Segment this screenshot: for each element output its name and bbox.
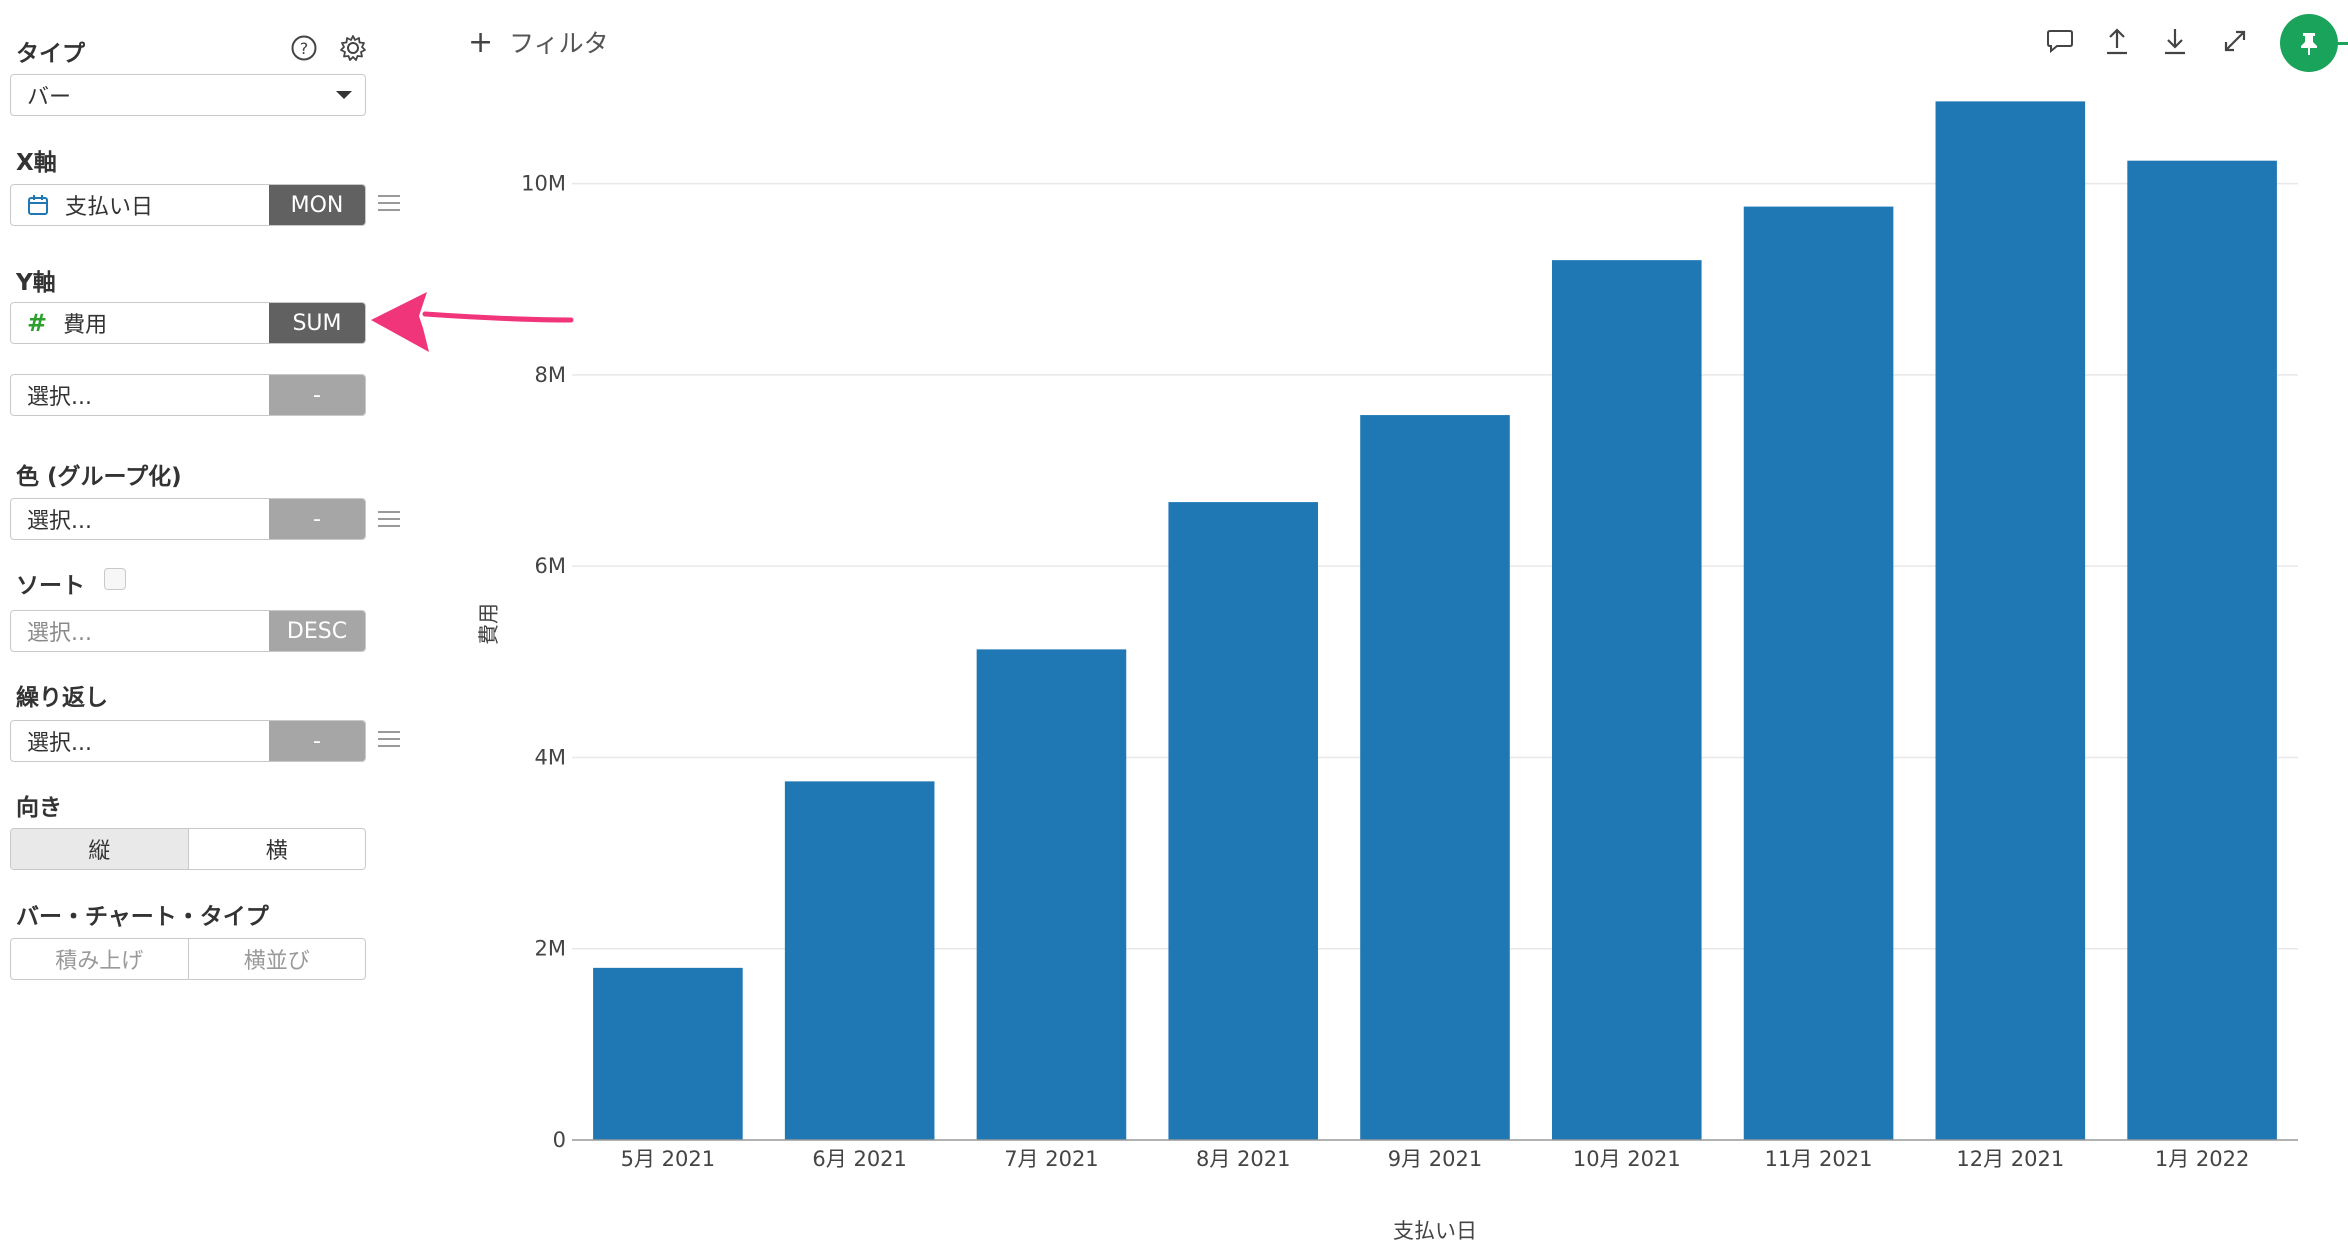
comment-icon[interactable] [2043,24,2077,58]
y-axis-second-placeholder: 選択... [27,385,92,410]
direction-toggle: 縦 横 [10,828,366,870]
pin-button[interactable] [2280,14,2338,72]
sort-placeholder: 選択... [27,621,92,646]
x-axis-agg-button[interactable]: MON [269,185,365,225]
y-axis-second-agg-button[interactable]: - [269,375,365,415]
x-tick-label: 9月 2021 [1388,1147,1482,1171]
sort-field[interactable]: 選択... DESC [10,610,366,652]
pin-icon [2301,33,2317,55]
x-tick-label: 10月 2021 [1573,1147,1681,1171]
bar-type-toggle: 積み上げ 横並び [10,938,366,980]
chart-type-select[interactable]: バー [10,74,366,116]
y-tick-label: 0 [553,1128,566,1152]
sort-agg-button[interactable]: DESC [269,611,365,651]
chevron-down-icon [336,91,352,99]
y-axis-second-field[interactable]: 選択... - [10,374,366,416]
direction-vertical-button[interactable]: 縦 [11,829,188,869]
x-axis-field-inner: 支払い日 [11,185,269,225]
y-axis-label: Y軸 [16,270,56,296]
type-label: タイプ [16,41,85,67]
upload-icon[interactable] [2100,24,2134,58]
y-axis-agg-button[interactable]: SUM [269,303,365,343]
bar [784,781,935,1140]
repeat-label: 繰り返し [16,685,108,711]
bar [1743,206,1894,1140]
y-tick-label: 8M [535,363,566,387]
filter-label: フィルタ [509,29,609,58]
chart-settings-sidebar: タイプ ? バー X軸 支払い日 MON Y軸 # 費用 SUM [0,0,420,1252]
y-axis-field-inner: # 費用 [11,303,269,343]
x-tick-label: 11月 2021 [1765,1147,1873,1171]
x-tick-label: 8月 2021 [1196,1147,1290,1171]
y-tick-label: 2M [535,937,566,961]
expand-icon[interactable] [2218,24,2252,58]
color-placeholder: 選択... [27,509,92,534]
repeat-agg-button[interactable]: - [269,721,365,761]
x-axis-field-name: 支払い日 [65,195,154,220]
calendar-icon [28,195,48,215]
bar-type-grouped-button[interactable]: 横並び [187,939,366,979]
hash-icon: # [27,309,48,337]
svg-text:?: ? [300,39,309,58]
direction-label: 向き [16,795,62,821]
x-tick-label: 1月 2022 [2155,1147,2249,1171]
y-tick-label: 10M [521,172,566,196]
bar [976,649,1127,1140]
pin-edge-line [2336,42,2348,45]
repeat-field[interactable]: 選択... - [10,720,366,762]
x-axis-label: X軸 [16,150,57,176]
y-tick-label: 6M [535,554,566,578]
bar [2127,160,2277,1140]
download-icon[interactable] [2158,24,2192,58]
bar [1360,415,1510,1140]
plus-icon: + [468,24,494,60]
x-axis-menu-icon[interactable] [378,195,400,213]
bar [1935,101,2086,1141]
sort-checkbox[interactable] [104,568,126,590]
color-menu-icon[interactable] [378,511,400,529]
color-field[interactable]: 選択... - [10,498,366,540]
x-tick-label: 5月 2021 [621,1147,715,1171]
bar-type-label: バー・チャート・タイプ [16,904,269,930]
repeat-menu-icon[interactable] [378,731,400,749]
chart-type-value: バー [27,85,72,110]
y-axis-title: 費用 [477,603,501,645]
y-tick-label: 4M [535,745,566,769]
direction-horizontal-button[interactable]: 横 [187,829,366,869]
y-axis-field[interactable]: # 費用 SUM [10,302,366,344]
help-icon[interactable]: ? [290,34,318,62]
add-filter-button[interactable]: + フィルタ [468,24,609,60]
x-axis-title: 支払い日 [1393,1219,1477,1243]
y-axis-field-name: 費用 [63,313,108,338]
x-tick-label: 7月 2021 [1004,1147,1098,1171]
color-agg-button[interactable]: - [269,499,365,539]
annotation-arrow [371,292,574,352]
repeat-placeholder: 選択... [27,731,92,756]
x-axis-field[interactable]: 支払い日 MON [10,184,366,226]
x-tick-label: 12月 2021 [1956,1147,2064,1171]
color-label: 色 (グループ化) [16,464,182,490]
bar [1168,502,1319,1140]
bar-type-stacked-button[interactable]: 積み上げ [55,949,144,974]
gear-icon[interactable] [339,34,367,62]
bar [1551,260,1702,1140]
sort-label: ソート [16,573,85,599]
x-tick-label: 6月 2021 [812,1147,906,1171]
bar [593,967,743,1140]
